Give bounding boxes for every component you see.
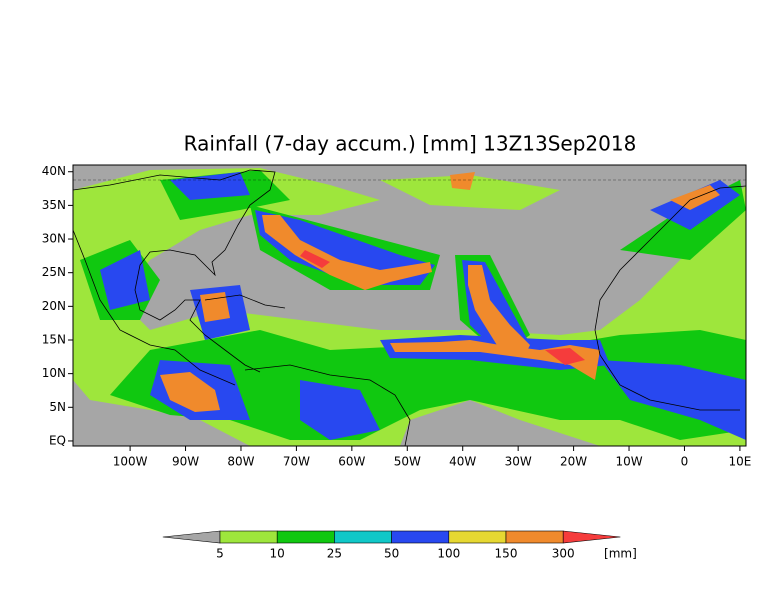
lon-tick-label: 80W <box>227 455 254 469</box>
map-area <box>72 164 747 447</box>
lon-tick-label: 0 <box>681 455 689 469</box>
rain-extreme <box>300 250 585 365</box>
lat-tick-label: 15N <box>42 332 66 346</box>
coastlines <box>72 169 747 447</box>
lon-tick-label: 10E <box>728 455 751 469</box>
lat-tick-label: EQ <box>49 433 66 447</box>
lat-tick-label: 30N <box>42 232 66 246</box>
lat-tick-label: 20N <box>42 299 66 313</box>
colorbar-box <box>276 530 335 544</box>
colorbar-label: 5 <box>216 547 224 561</box>
colorbar-box <box>334 530 392 544</box>
lon-tick-label: 20W <box>560 455 587 469</box>
colorbar-box <box>505 530 564 544</box>
colorbar-label: 10 <box>270 547 285 561</box>
colorbar-label: 25 <box>327 547 342 561</box>
colorbar-box <box>448 530 507 544</box>
lat-tick-label: 40N <box>42 164 66 178</box>
lon-tick-label: 50W <box>394 455 421 469</box>
colorbar-label: 300 <box>552 547 575 561</box>
lon-tick-label: 100W <box>113 455 148 469</box>
colorbar-box <box>391 530 450 544</box>
colorbar-unit: [mm] <box>604 547 637 561</box>
map-title: Rainfall (7-day accum.) [mm] 13Z13Sep201… <box>184 132 637 156</box>
lat-tick-label: 35N <box>42 198 66 212</box>
map-frame <box>72 164 747 447</box>
lon-tick-label: 60W <box>338 455 365 469</box>
lat-tick-label: 25N <box>42 265 66 279</box>
colorbar-low-arrow <box>162 530 221 544</box>
colorbar-label: 150 <box>495 547 518 561</box>
lon-tick-label: 30W <box>505 455 532 469</box>
colorbar-label: 100 <box>437 547 460 561</box>
colorbar-box <box>219 530 278 544</box>
lat-tick-label: 5N <box>49 400 66 414</box>
colorbar-high-arrow <box>562 530 621 544</box>
lon-tick-label: 90W <box>172 455 199 469</box>
lon-tick-label: 70W <box>283 455 310 469</box>
colorbar-label: 50 <box>384 547 399 561</box>
lon-tick-label: 40W <box>449 455 476 469</box>
lat-tick-label: 10N <box>42 366 66 380</box>
lon-tick-label: 10W <box>615 455 642 469</box>
